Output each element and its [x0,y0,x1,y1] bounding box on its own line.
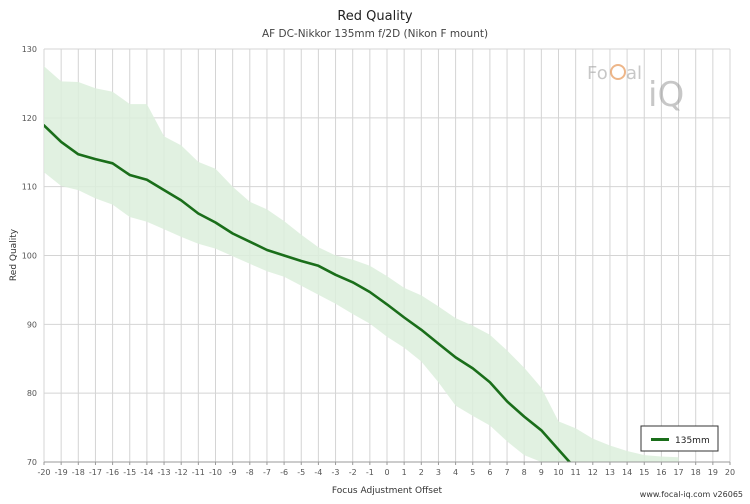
x-tick-label: -17 [89,468,102,477]
x-tick-label: 17 [673,468,683,477]
x-tick-label: -15 [123,468,136,477]
series-lines [44,124,572,462]
x-tick-label: 18 [691,468,701,477]
chart-subtitle: AF DC-Nikkor 135mm f/2D (Nikon F mount) [262,28,488,40]
x-tick-label: -2 [349,468,357,477]
x-tick-label: 3 [436,468,441,477]
legend: 135mm [640,425,719,452]
y-tick-label: 90 [27,320,37,329]
x-tick-label: 11 [571,468,581,477]
footer-text: www.focal-iq.com v26065 [640,490,743,499]
logo-focal-text: Fo [587,63,608,84]
x-tick-label: 2 [419,468,424,477]
tick-labels: -20 -19 -18 -17 -16 -15 -14 -13 -12 -11 -10 -9 -8 -7-… [22,45,735,477]
x-tick-label: 9 [539,468,544,477]
x-tick-label: 16 [656,468,666,477]
y-tick-label: 80 [27,389,37,398]
x-tick-label: -4 [314,468,322,477]
y-axis-label: Red Quality [9,228,19,281]
x-tick-label: -19 [55,468,68,477]
y-tick-label: 100 [22,252,37,261]
x-tick-label: 15 [639,468,649,477]
x-tick-label: 8 [522,468,527,477]
logo-c-ring [610,64,626,80]
x-tick-label: 19 [708,468,718,477]
x-tick-label: 10 [553,468,563,477]
x-tick-label: -10 [209,468,222,477]
x-tick-label: -11 [192,468,205,477]
y-tick-label: 70 [27,458,37,467]
x-tick-label: -8 [246,468,254,477]
x-tick-label: -3 [332,468,340,477]
x-tick-label: 12 [588,468,598,477]
x-tick-label: -18 [72,468,85,477]
x-tick-label: -14 [140,468,153,477]
y-tick-label: 130 [22,45,37,54]
x-tick-label: -7 [263,468,271,477]
x-tick-label: -12 [175,468,188,477]
series-0-line [44,124,572,462]
quality-range-band [44,66,679,462]
x-tick-label: 5 [470,468,475,477]
x-tick-label: -1 [366,468,374,477]
x-tick-label: 14 [622,468,632,477]
x-tick-label: -20 [37,468,50,477]
x-tick-label: -16 [106,468,119,477]
y-tick-label: 110 [22,183,37,192]
x-tick-label: 7 [505,468,510,477]
x-axis-label: Focus Adjustment Offset [332,486,443,496]
x-tick-label: 0 [384,468,389,477]
x-tick-label: 20 [725,468,735,477]
axes [43,461,731,465]
x-tick-label: -13 [158,468,171,477]
legend-label: 135mm [675,436,710,446]
logo-iq-text: iQ [648,75,684,115]
x-tick-label: -9 [229,468,237,477]
series-0-range-band [44,66,679,462]
x-tick-label: 1 [402,468,407,477]
y-tick-label: 120 [22,114,37,123]
x-tick-label: -5 [297,468,305,477]
x-tick-label: 13 [605,468,615,477]
x-tick-label: 6 [487,468,492,477]
x-tick-label: 4 [453,468,458,477]
x-tick-label: -6 [280,468,288,477]
chart-title: Red Quality [337,9,413,24]
logo-al-text: al [626,63,642,84]
